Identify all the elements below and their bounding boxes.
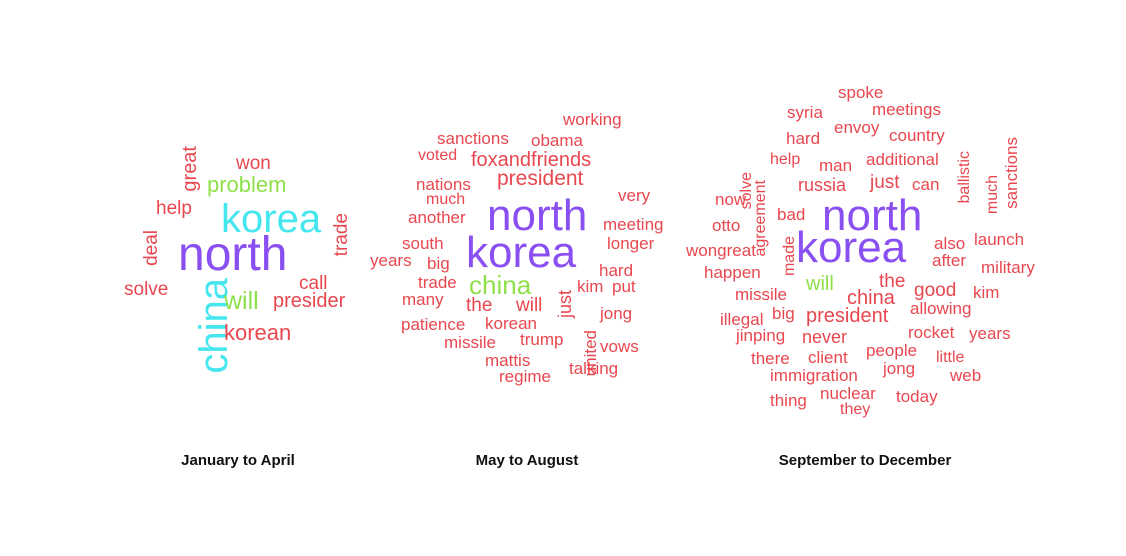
cloud-word-rocket: rocket	[908, 324, 954, 341]
cloud-word-just: just	[870, 173, 900, 192]
cloud-word-much: much	[985, 175, 1001, 214]
cloud-word-allowing: allowing	[910, 300, 971, 317]
cloud-word-little: little	[936, 350, 964, 366]
cloud-word-nuclear: nuclear	[820, 385, 876, 402]
cloud-word-otto: otto	[712, 217, 740, 234]
word-cloud-september-december: spoke syria meetings envoy hard country sancti…	[0, 0, 1126, 440]
cloud-word-thing: thing	[770, 392, 807, 409]
cloud-word-president: president	[806, 306, 888, 326]
cloud-word-after: after	[932, 252, 966, 269]
cloud-word-people: people	[866, 342, 917, 359]
caption-may-august: May to August	[476, 452, 579, 469]
cloud-word-never: never	[802, 328, 847, 346]
cloud-word-client: client	[808, 349, 848, 366]
cloud-word-there: there	[751, 350, 790, 367]
cloud-word-help: help	[770, 152, 800, 168]
cloud-word-will: will	[806, 274, 834, 294]
cloud-word-spoke: spoke	[838, 84, 883, 101]
cloud-word-good: good	[914, 281, 956, 300]
cloud-word-jong: jong	[883, 360, 915, 377]
cloud-word-wongreat: wongreat	[686, 242, 756, 259]
cloud-word-bad: bad	[777, 206, 805, 223]
cloud-word-they: they	[840, 402, 870, 418]
cloud-word-web: web	[950, 367, 981, 384]
cloud-word-now: now	[715, 191, 746, 208]
cloud-word-additional: additional	[866, 151, 939, 168]
cloud-word-country: country	[889, 127, 945, 144]
cloud-word-ballistic: ballistic	[957, 151, 973, 203]
cloud-word-hard: hard	[786, 130, 820, 147]
caption-september-december: September to December	[779, 452, 952, 469]
cloud-word-years: years	[969, 325, 1011, 342]
cloud-word-military: military	[981, 259, 1035, 276]
caption-january-april: January to April	[181, 452, 295, 469]
cloud-word-big: big	[772, 305, 795, 322]
cloud-word-missile: missile	[735, 286, 787, 303]
cloud-word-also: also	[934, 235, 965, 252]
cloud-word-envoy: envoy	[834, 119, 879, 136]
cloud-word-syria: syria	[787, 104, 823, 121]
cloud-word-immigration: immigration	[770, 367, 858, 384]
cloud-word-kim: kim	[973, 284, 999, 301]
cloud-word-korea: korea	[796, 226, 906, 270]
cloud-word-launch: launch	[974, 231, 1024, 248]
cloud-word-sanctions: sanctions	[1003, 137, 1020, 209]
cloud-word-jinping: jinping	[736, 327, 785, 344]
cloud-word-happen: happen	[704, 264, 761, 281]
cloud-word-meetings: meetings	[872, 101, 941, 118]
cloud-word-today: today	[896, 388, 938, 405]
cloud-word-man: man	[819, 157, 852, 174]
